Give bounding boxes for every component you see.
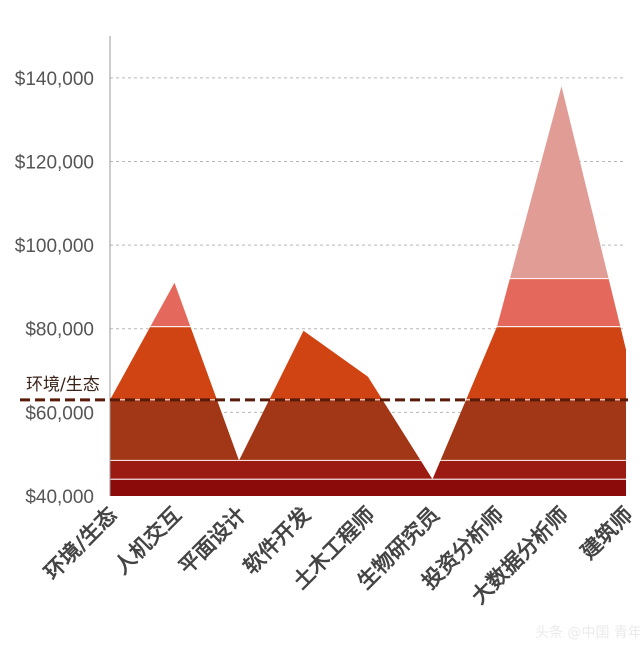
x-tick-label: 平面设计	[174, 503, 250, 579]
reference-line-label: 环境/生态	[26, 375, 100, 395]
area-band	[110, 399, 626, 461]
x-tick-label: 环境/生态	[40, 503, 122, 585]
area-band	[110, 479, 626, 496]
y-tick-label: $120,000	[15, 152, 94, 173]
area-band	[110, 326, 626, 400]
area-band	[110, 460, 626, 480]
y-tick-label: $60,000	[25, 403, 94, 424]
area-band	[110, 86, 626, 279]
y-tick-labels: $40,000 $60,000 $80,000 $100,000 $120,000 $14…	[15, 69, 94, 508]
x-tick-label: 人机交互	[110, 503, 186, 579]
area-bands	[110, 86, 626, 496]
watermark-line3: 头条 @中国 青年 官答	[535, 624, 640, 641]
y-tick-label: $100,000	[15, 236, 94, 257]
watermark-line1: 京领新国际	[458, 621, 528, 637]
y-tick-label: $80,000	[25, 320, 94, 341]
watermark-line2: Wechat：Kinglead01	[458, 641, 603, 657]
x-tick-label: 建筑师	[576, 503, 638, 565]
y-tick-label: $140,000	[15, 69, 94, 90]
area-band	[110, 278, 626, 327]
y-tick-label: $40,000	[25, 487, 94, 508]
watermark: 京领新国际 头条 @中国 青年 官答 Wechat：Kinglead01	[458, 621, 640, 657]
